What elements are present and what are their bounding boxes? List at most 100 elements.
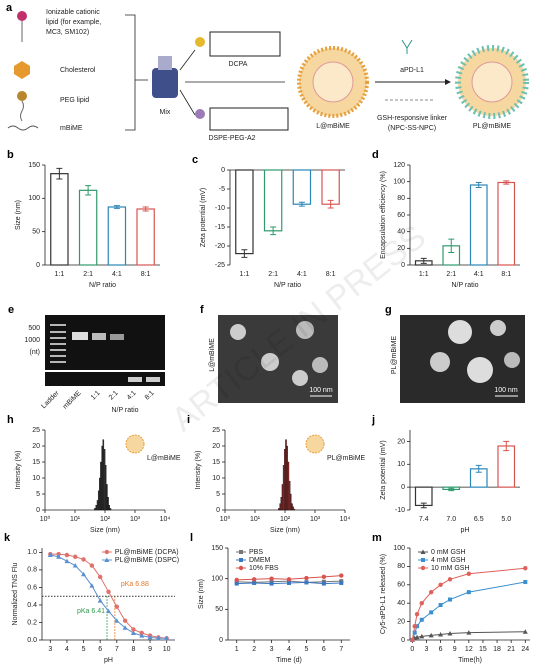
x-tick-label: 9 bbox=[148, 646, 152, 653]
y-tick-label: 60 bbox=[397, 212, 405, 219]
particle-icon bbox=[125, 434, 145, 454]
error-bar bbox=[298, 201, 305, 207]
bar bbox=[469, 184, 488, 266]
y-tick-label: 80 bbox=[397, 195, 405, 202]
marker bbox=[139, 633, 145, 638]
error-bar bbox=[85, 185, 92, 196]
panel-letter: j bbox=[371, 414, 375, 426]
x-tick-label: 8:1 bbox=[141, 271, 151, 278]
y-tick-label: -20 bbox=[215, 243, 225, 250]
bar bbox=[235, 169, 254, 255]
tem-f: f L@mBiME 100 nm bbox=[200, 304, 338, 403]
marker bbox=[412, 624, 417, 629]
marker bbox=[466, 590, 471, 595]
bar bbox=[497, 445, 516, 488]
error-bar bbox=[475, 182, 482, 188]
x-tick-label: 10² bbox=[280, 516, 291, 523]
x-tick-label: 5.0 bbox=[501, 516, 511, 523]
y-tick-label: 25 bbox=[212, 427, 220, 434]
y-axis-label: Zeta potential (mV) bbox=[380, 440, 387, 500]
x-tick-label: 10⁰ bbox=[220, 515, 231, 523]
panel-letter: g bbox=[385, 304, 392, 316]
x-tick-label: 10 bbox=[163, 646, 171, 653]
band bbox=[110, 334, 124, 340]
label: PL@mBiME bbox=[473, 123, 512, 130]
error-bar bbox=[56, 167, 63, 180]
label: PEG lipid bbox=[60, 97, 89, 104]
hist-bar bbox=[104, 465, 107, 511]
hist-bar bbox=[107, 497, 109, 511]
y-tick-label: 0.0 bbox=[27, 637, 37, 644]
tem-label: L@mBiME bbox=[209, 338, 216, 372]
lane-label: 2:1 bbox=[108, 390, 120, 402]
y-tick-label: 10 bbox=[397, 461, 405, 468]
bar bbox=[136, 208, 155, 266]
marker bbox=[106, 608, 111, 614]
y-tick-label: 0 bbox=[216, 507, 220, 514]
label: Cholesterol bbox=[60, 67, 96, 74]
y-tick-label: 50 bbox=[215, 606, 223, 613]
label: MC3, SM102) bbox=[46, 29, 89, 36]
x-tick-label: 3 bbox=[48, 646, 52, 653]
x-axis-label: Size (nm) bbox=[270, 527, 300, 534]
marker bbox=[234, 577, 239, 583]
label: DCPA bbox=[229, 61, 248, 68]
bar bbox=[107, 206, 127, 266]
y-tick-label: 50 bbox=[32, 229, 40, 236]
antibody-icon bbox=[401, 39, 413, 54]
band bbox=[146, 377, 160, 382]
marker bbox=[419, 633, 425, 639]
marker bbox=[97, 598, 103, 603]
panel-letter: b bbox=[7, 149, 14, 161]
legend-label: 10 mM GSH bbox=[431, 565, 470, 572]
x-tick-label: 2:1 bbox=[446, 271, 456, 278]
marker bbox=[410, 637, 415, 643]
error-bar bbox=[420, 257, 427, 264]
x-tick-label: 10⁴ bbox=[160, 516, 171, 523]
y-tick-label: -25 bbox=[215, 262, 225, 269]
error-bar bbox=[420, 502, 427, 509]
error-bar bbox=[241, 249, 248, 258]
x-tick-label: 1:1 bbox=[55, 271, 65, 278]
inset-label: L@mBiME bbox=[147, 455, 181, 462]
watermark: ARTICLE IN PRESS bbox=[164, 218, 433, 440]
bar bbox=[497, 181, 516, 266]
size-label: (nt) bbox=[30, 349, 41, 356]
hist-bar bbox=[286, 445, 288, 511]
marker bbox=[415, 624, 420, 629]
band bbox=[72, 332, 88, 340]
dspe-icon bbox=[195, 109, 205, 119]
bar bbox=[292, 169, 312, 205]
label: Ionizable cationic bbox=[46, 9, 100, 16]
hist-bar bbox=[288, 481, 291, 511]
y-tick-label: 0.2 bbox=[27, 619, 37, 626]
x-axis-label: N/P ratio bbox=[274, 282, 301, 289]
y-axis-label: Intensity (%) bbox=[195, 451, 202, 490]
x-tick-label: 21 bbox=[507, 646, 515, 653]
x-axis-label: Time(h) bbox=[458, 657, 482, 664]
x-tick-label: 7 bbox=[115, 646, 119, 653]
x-tick-label: 10³ bbox=[310, 516, 321, 523]
x-tick-label: 10³ bbox=[130, 516, 141, 523]
hist-bar bbox=[281, 484, 284, 511]
x-tick-label: 3 bbox=[425, 646, 429, 653]
marker bbox=[131, 627, 136, 632]
y-tick-label: 0 bbox=[401, 637, 405, 644]
mixer-tube bbox=[158, 56, 172, 70]
panel-letter: m bbox=[372, 532, 382, 544]
marker bbox=[419, 617, 424, 622]
y-tick-label: 0 bbox=[221, 167, 225, 174]
y-tick-label: 0 bbox=[401, 484, 405, 491]
nanoparticle-core bbox=[312, 61, 354, 103]
hist-bar bbox=[292, 506, 294, 511]
x-tick-label: 24 bbox=[521, 646, 529, 653]
label: L@mBiME bbox=[316, 123, 350, 130]
y-tick-label: 80 bbox=[397, 563, 405, 570]
x-tick-label: 10¹ bbox=[250, 516, 261, 523]
panel-letter: e bbox=[8, 304, 14, 316]
panel-letter: i bbox=[187, 414, 190, 426]
marker bbox=[252, 580, 257, 585]
error-bar bbox=[448, 238, 455, 253]
x-tick-label: 4:1 bbox=[474, 271, 484, 278]
y-tick-label: 40 bbox=[397, 600, 405, 607]
